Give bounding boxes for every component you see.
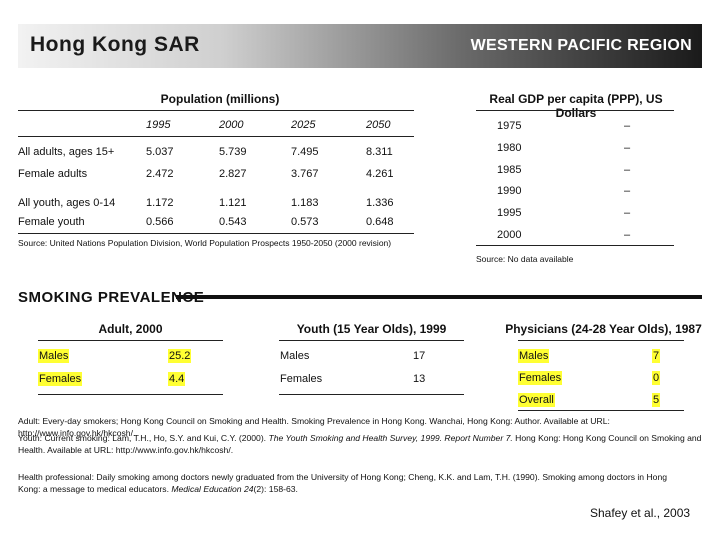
population-cell: 0.648 bbox=[366, 216, 394, 228]
population-rule-top bbox=[18, 110, 414, 111]
note-youth: Youth: Current smoking: Lam, T.H., Ho, S… bbox=[18, 433, 704, 456]
physicians-title: Physicians (24-28 Year Olds), 1987 bbox=[505, 322, 702, 336]
gdp-rule-top bbox=[476, 110, 674, 111]
physicians-rule-bottom bbox=[518, 410, 684, 411]
population-rule-bottom bbox=[18, 233, 414, 234]
country-title: Hong Kong SAR bbox=[30, 33, 200, 56]
physicians-row-label: Males bbox=[518, 349, 550, 363]
youth-rule-top bbox=[279, 340, 464, 341]
note-adult: Adult: Every-day smokers; Hong Kong Coun… bbox=[18, 416, 610, 438]
gdp-year-2000: 2000 bbox=[497, 229, 522, 241]
population-cell: 5.739 bbox=[219, 146, 247, 158]
note-health-journal: Medical Education 24 bbox=[171, 483, 254, 494]
population-cell: 0.566 bbox=[146, 216, 174, 228]
gdp-source: Source: No data available bbox=[476, 254, 574, 264]
population-row-label: Female youth bbox=[18, 216, 85, 228]
population-year-1995: 1995 bbox=[146, 119, 171, 131]
population-cell: 0.543 bbox=[219, 216, 247, 228]
gdp-year-1990: 1990 bbox=[497, 185, 522, 198]
adult-row-value: 25.2 bbox=[168, 349, 192, 363]
population-cell: 7.495 bbox=[291, 146, 319, 158]
note-youth-title: The Youth Smoking and Health Survey, 199… bbox=[268, 433, 513, 443]
region-banner: Hong Kong SAR WESTERN PACIFIC REGION bbox=[18, 24, 702, 68]
youth-row-value: 17 bbox=[413, 350, 426, 362]
population-row-label: All adults, ages 15+ bbox=[18, 146, 115, 158]
physicians-row-label: Overall bbox=[518, 393, 555, 407]
population-year-2000: 2000 bbox=[219, 119, 244, 131]
gdp-value: – bbox=[624, 229, 631, 241]
population-cell: 8.311 bbox=[366, 146, 393, 158]
youth-row-label: Females bbox=[280, 373, 323, 385]
gdp-title: Real GDP per capita (PPP), US Dollars bbox=[489, 92, 663, 120]
population-row-label: All youth, ages 0-14 bbox=[18, 197, 116, 209]
gdp-rule-bottom bbox=[476, 245, 674, 246]
gdp-value: – bbox=[624, 141, 631, 154]
gdp-value: – bbox=[624, 185, 631, 198]
region-title: WESTERN PACIFIC REGION bbox=[470, 37, 692, 54]
population-cell: 1.183 bbox=[291, 197, 319, 209]
youth-title: Youth (15 Year Olds), 1999 bbox=[296, 322, 447, 336]
gdp-value: – bbox=[624, 207, 631, 220]
adult-rule-bottom bbox=[38, 394, 223, 395]
note-youth-source: Hong Kong: Hong Kong Council on Smoking … bbox=[18, 433, 702, 455]
youth-rule-bottom bbox=[279, 394, 464, 395]
physicians-row-label: Females bbox=[518, 371, 563, 385]
physicians-rule-top bbox=[518, 340, 684, 341]
youth-row-value: 13 bbox=[413, 373, 426, 385]
smoking-prevalence-title: SMOKING PREVALENCE bbox=[18, 289, 205, 306]
adult-row-label: Females bbox=[38, 372, 83, 386]
gdp-value: – bbox=[624, 120, 631, 132]
note-health: Health professional: Daily smoking among… bbox=[18, 472, 678, 495]
population-cell: 3.767 bbox=[291, 168, 319, 180]
population-title: Population (millions) bbox=[160, 92, 280, 106]
note-health-pages: (2): 158-63. bbox=[253, 483, 298, 494]
gdp-value: – bbox=[624, 163, 631, 176]
population-cell: 1.121 bbox=[219, 197, 247, 209]
note-youth-text: Youth: Current smoking: Lam, T.H., Ho, S… bbox=[18, 433, 269, 443]
adult-title: Adult, 2000 bbox=[98, 322, 163, 336]
youth-row-label: Males bbox=[280, 350, 310, 362]
adult-row-label: Males bbox=[38, 349, 70, 363]
smoking-title-bar bbox=[176, 295, 702, 299]
population-cell: 0.573 bbox=[291, 216, 319, 228]
adult-rule-top bbox=[38, 340, 223, 341]
population-source: Source: United Nations Population Divisi… bbox=[18, 238, 392, 248]
gdp-year-1975: 1975 bbox=[497, 120, 522, 132]
adult-row-value: 4.4 bbox=[168, 372, 186, 386]
population-cell: 5.037 bbox=[146, 146, 174, 158]
physicians-row-value: 7 bbox=[652, 349, 661, 363]
gdp-year-1980: 1980 bbox=[497, 141, 522, 154]
citation-credit: Shafey et al., 2003 bbox=[590, 506, 691, 520]
population-cell: 1.172 bbox=[146, 197, 174, 209]
gdp-year-1995: 1995 bbox=[497, 207, 522, 220]
physicians-row-value: 5 bbox=[652, 393, 661, 407]
population-year-2050: 2050 bbox=[366, 119, 391, 131]
population-cell: 4.261 bbox=[366, 168, 394, 180]
gdp-year-1985: 1985 bbox=[497, 163, 522, 176]
population-cell: 2.827 bbox=[219, 168, 247, 180]
population-year-2025: 2025 bbox=[291, 119, 316, 131]
note-health-text: Health professional: Daily smoking among… bbox=[18, 472, 668, 494]
physicians-row-value: 0 bbox=[652, 371, 661, 385]
population-row-label: Female adults bbox=[18, 168, 88, 180]
population-cell: 1.336 bbox=[366, 197, 394, 209]
population-cell: 2.472 bbox=[146, 168, 174, 180]
population-rule-mid bbox=[18, 136, 414, 137]
